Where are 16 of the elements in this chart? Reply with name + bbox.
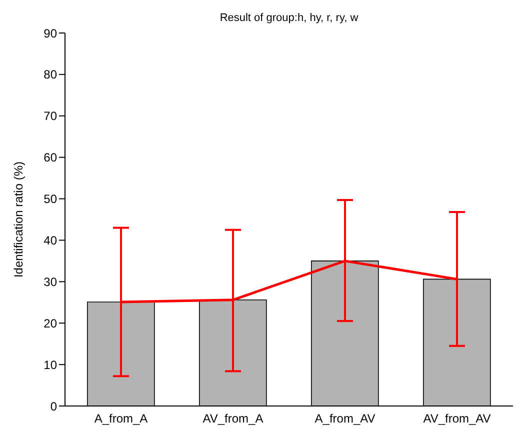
x-tick-label: A_from_A <box>94 412 148 426</box>
y-tick-label: 50 <box>44 192 58 206</box>
y-tick-label: 80 <box>44 68 58 82</box>
y-axis-title: Identification ratio (%) <box>11 161 26 278</box>
y-tick-label: 40 <box>44 233 58 248</box>
y-tick-label: 20 <box>44 316 58 330</box>
x-tick-label: AV_from_A <box>202 412 264 426</box>
y-tick-label: 60 <box>44 150 58 165</box>
chart-title: Result of group:h, hy, r, ry, w <box>218 12 360 24</box>
y-tick-label: 10 <box>44 358 58 372</box>
y-tick-label: 0 <box>50 399 58 414</box>
y-tick-label: 30 <box>44 274 58 289</box>
y-tick-label: 90 <box>44 26 58 40</box>
x-tick-label: A_from_AV <box>314 412 376 426</box>
x-tick-label: AV_from_AV <box>423 412 491 426</box>
y-tick-label: 70 <box>44 109 58 124</box>
